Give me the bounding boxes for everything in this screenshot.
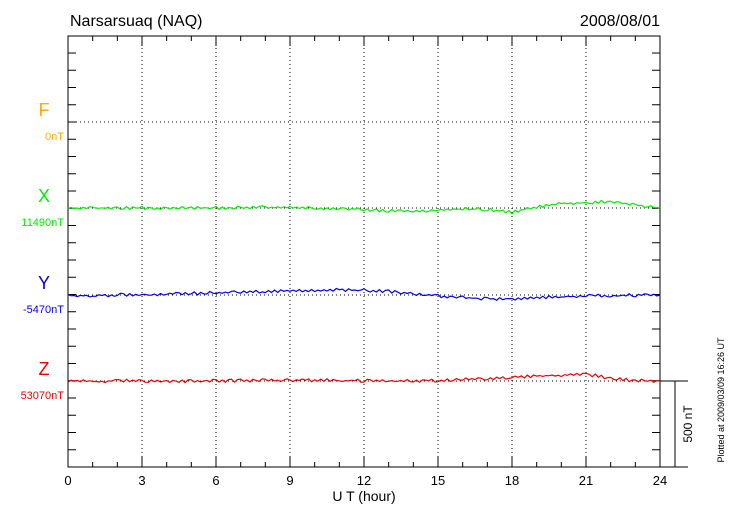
x-tick-label: 21	[579, 473, 593, 488]
x-tick-label: 12	[357, 473, 371, 488]
x-tick-label: 24	[653, 473, 667, 488]
plot-timestamp: Plotted at 2009/03/09 16:26 UT	[716, 337, 726, 463]
x-tick-label: 18	[505, 473, 519, 488]
series-baseline-x: 11490nT	[21, 217, 64, 229]
x-tick-label: 0	[64, 473, 71, 488]
series-line-y	[67, 287, 661, 302]
scale-label: 500 nT	[681, 405, 695, 443]
series-line-z	[67, 372, 661, 384]
x-axis-label: U T (hour)	[332, 488, 395, 504]
chart-title: Narsarsuaq (NAQ)	[70, 13, 202, 30]
series-label-f: F	[39, 100, 50, 120]
series-baseline-f: 0nT	[45, 131, 64, 143]
chart-date: 2008/08/01	[580, 13, 660, 30]
x-tick-label: 15	[431, 473, 445, 488]
series-label-z: Z	[39, 359, 50, 379]
series-label-x: X	[38, 186, 50, 206]
x-tick-label: 9	[286, 473, 293, 488]
x-tick-label: 3	[138, 473, 145, 488]
series-line-x	[67, 199, 661, 215]
series-baseline-y: -5470nT	[23, 304, 64, 316]
x-tick-label: 6	[212, 473, 219, 488]
series-baseline-z: 53070nT	[21, 390, 65, 402]
series-label-y: Y	[38, 273, 50, 293]
